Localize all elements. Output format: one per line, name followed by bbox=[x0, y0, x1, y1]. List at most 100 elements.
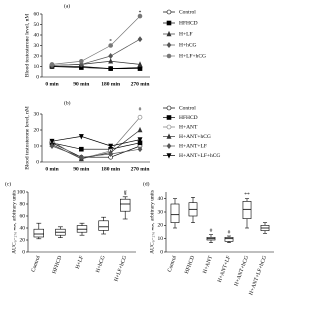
y-axis-title: Blood testosterone level, nM bbox=[24, 106, 30, 170]
annotation: * bbox=[139, 10, 142, 16]
annotation: * bbox=[109, 39, 112, 45]
legend-label: H+ANT+LF bbox=[179, 143, 207, 149]
x-tick-label: H+ANT+LF+hCG bbox=[248, 255, 268, 296]
y-tick-label: 0 bbox=[22, 249, 25, 255]
marker bbox=[78, 154, 84, 161]
panel-label: (c) bbox=[5, 180, 11, 187]
y-tick-label: 50 bbox=[34, 22, 40, 28]
marker bbox=[137, 66, 143, 71]
x-tick-label: H+LF bbox=[75, 255, 85, 270]
y-tick-label: 10 bbox=[34, 143, 40, 149]
y-tick-label: 30 bbox=[34, 111, 40, 117]
y-axis-title: Blood testosterone level, nM bbox=[24, 14, 30, 78]
panel-label: (a) bbox=[64, 2, 70, 9]
marker bbox=[166, 105, 172, 111]
marker bbox=[166, 53, 172, 59]
x-tick-label: 90 min bbox=[73, 166, 89, 172]
marker bbox=[166, 42, 172, 48]
marker bbox=[137, 36, 143, 43]
x-tick-label: H+ANT+hCG bbox=[234, 255, 251, 287]
y-tick-label: 40 bbox=[158, 196, 164, 202]
series-line bbox=[51, 142, 141, 150]
y-tick-label: 40 bbox=[20, 225, 26, 231]
series-line bbox=[51, 116, 141, 160]
annotation: ** bbox=[244, 192, 250, 198]
legend-label: H+LF+hCG bbox=[179, 53, 206, 59]
legend-label: H+ANT+hCG bbox=[179, 134, 211, 140]
y-tick-label: 0 bbox=[160, 249, 163, 255]
box bbox=[224, 237, 234, 242]
x-tick-label: 180 min bbox=[101, 166, 120, 172]
series-line bbox=[51, 38, 141, 66]
marker bbox=[166, 124, 172, 130]
marker bbox=[137, 114, 143, 120]
marker bbox=[137, 146, 143, 153]
marker bbox=[49, 138, 55, 145]
y-tick-label: 0 bbox=[36, 74, 39, 80]
series-line bbox=[51, 145, 141, 158]
marker bbox=[137, 13, 143, 19]
marker bbox=[137, 137, 143, 143]
series-line bbox=[51, 136, 141, 147]
marker bbox=[108, 53, 114, 59]
y-tick-label: 60 bbox=[34, 11, 40, 17]
marker bbox=[108, 58, 114, 64]
annotation: # bbox=[124, 189, 127, 195]
marker bbox=[108, 151, 114, 157]
y-tick-label: 40 bbox=[34, 32, 40, 38]
marker bbox=[108, 43, 113, 48]
marker bbox=[49, 143, 55, 149]
y-tick-label: 20 bbox=[34, 127, 40, 133]
legend-label: H+hCG bbox=[179, 42, 196, 48]
annotation: # bbox=[228, 229, 231, 235]
legend-label: Control bbox=[179, 9, 196, 15]
x-tick-label: 0 min bbox=[45, 81, 58, 87]
panel-label: (b) bbox=[64, 99, 71, 106]
x-tick-label: 0 min bbox=[45, 166, 58, 172]
marker bbox=[137, 61, 143, 67]
legend-label: H+LF bbox=[179, 31, 193, 37]
y-axis-title: AUC₀₋₂₇₀ ₘᵢₙ, arbitrary units bbox=[149, 190, 155, 254]
panel-label: (d) bbox=[143, 180, 150, 187]
marker bbox=[166, 133, 172, 139]
marker bbox=[166, 143, 172, 149]
x-tick-label: Control bbox=[167, 255, 179, 273]
marker bbox=[49, 62, 55, 67]
x-tick-label: 270 min bbox=[131, 166, 150, 172]
series-line bbox=[51, 15, 141, 65]
y-tick-label: 10 bbox=[158, 236, 164, 242]
y-tick-label: 100 bbox=[17, 189, 26, 195]
legend-label: HFHCD bbox=[179, 20, 198, 26]
legend-label: HFHCD bbox=[179, 115, 198, 121]
x-tick-label: H+LF+hCG bbox=[113, 255, 128, 282]
marker bbox=[108, 143, 114, 150]
x-tick-label: H+ANT bbox=[202, 254, 214, 274]
marker bbox=[166, 30, 172, 37]
x-tick-label: H+ANT+LF bbox=[217, 255, 232, 283]
box bbox=[120, 198, 131, 212]
marker bbox=[166, 20, 172, 26]
figure: (a) 0 10 20 30 40 50 60 Blood testosterone level… bbox=[5, 2, 274, 296]
legend-label: H+ANT+LF+hCG bbox=[179, 153, 220, 159]
y-tick-label: 80 bbox=[20, 201, 26, 207]
marker bbox=[78, 134, 84, 140]
marker bbox=[137, 126, 143, 133]
series-line bbox=[52, 66, 141, 69]
marker bbox=[79, 146, 84, 152]
y-tick-label: 20 bbox=[20, 237, 26, 243]
box bbox=[98, 220, 109, 231]
y-tick-label: 0 bbox=[36, 159, 39, 165]
marker bbox=[166, 153, 172, 159]
x-tick-label: H+hCG bbox=[95, 255, 107, 273]
marker bbox=[166, 115, 172, 120]
annotation: # bbox=[210, 228, 213, 234]
y-tick-label: 20 bbox=[34, 53, 40, 59]
box bbox=[170, 203, 180, 223]
x-tick-label: 90 min bbox=[73, 81, 89, 87]
y-tick-label: 20 bbox=[158, 223, 164, 229]
marker bbox=[79, 58, 84, 64]
y-tick-label: 60 bbox=[20, 213, 26, 219]
annotation: * bbox=[124, 192, 127, 198]
legend-label: H+ANT bbox=[179, 124, 198, 130]
y-axis-title: AUC₀₋₂₇₀ ₘᵢₙ, arbitrary units bbox=[11, 190, 17, 254]
